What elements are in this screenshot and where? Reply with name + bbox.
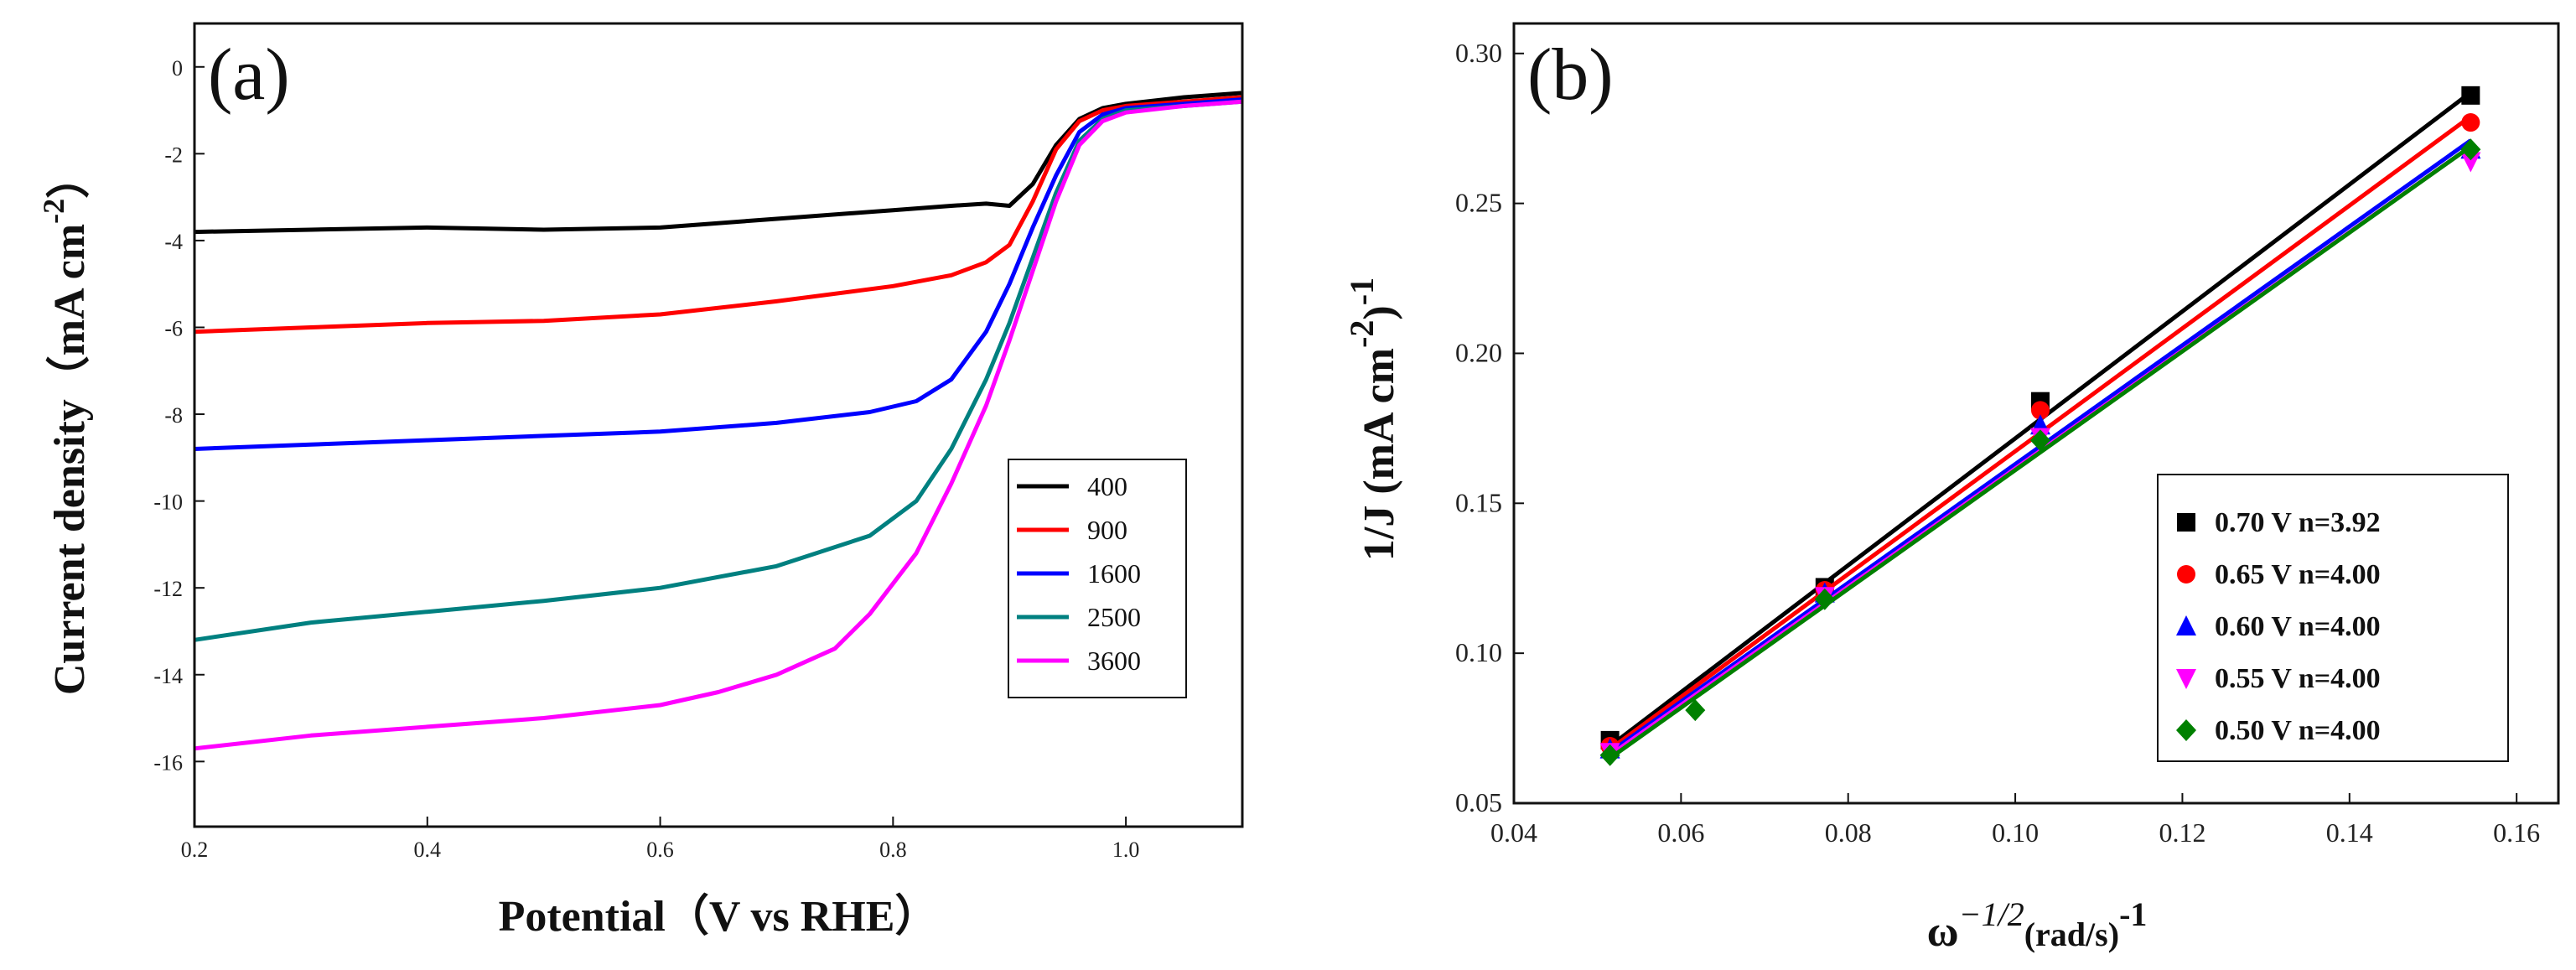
panel-b-x-tick-label: 0.04 [1490, 817, 1537, 848]
panel-a-legend-label-2500: 2500 [1087, 602, 1141, 632]
panel-b-legend-label-0-65-v-n-4-00: 0.65 V n=4.00 [2215, 559, 2381, 590]
panel-a-series-line-400 [194, 91, 1243, 235]
panel-a-legend-label-1600: 1600 [1087, 558, 1141, 589]
panel-a-legend-label-3600: 3600 [1087, 646, 1141, 676]
panel-b-frame [1512, 22, 2560, 805]
panel-b-x-tick-label: 0.06 [1657, 817, 1704, 848]
panel-a-x-axis-label: Potential（V vs RHE） [499, 892, 939, 941]
panel-a-x-tick-label: 0.6 [646, 838, 674, 862]
panel-a-legend: 400 900 1600 2500 3600 [1008, 459, 1187, 698]
panel-b-legend-box [2157, 474, 2509, 762]
panel-b-legend-label-0-60-v-n-4-00: 0.60 V n=4.00 [2215, 611, 2381, 642]
panel-a-series-line-3600 [194, 99, 1243, 751]
panel-b-y-axis-label: 1/J (mA cm-2)-1 [1343, 278, 1403, 561]
panel-b-legend: 0.70 V n=3.92 0.65 V n=4.00 0.60 V n=4.00 0… [2157, 474, 2509, 762]
panel-b-point-0-55-v-n-4-00 [2460, 152, 2481, 173]
panel-a-plot-area [194, 91, 1243, 751]
panel-b-legend-label-0-55-v-n-4-00: 0.55 V n=4.00 [2215, 663, 2381, 694]
panel-b-x-label-unit: (rad/s) [2024, 916, 2119, 953]
panel-a-legend-label-400: 400 [1087, 471, 1127, 501]
panel-b-y-label-main: 1/J (mA cm [1355, 348, 1403, 561]
panel-a-y-tick-label: -6 [164, 316, 183, 340]
panel-b-point-0-65-v-n-4-00 [2030, 401, 2050, 420]
panel-b-point-0-50-v-n-4-00 [1814, 588, 1835, 610]
panel-b-plot-area [1599, 86, 2481, 766]
panel-a-axes: 0.2 0.4 0.6 0.8 1.0 0 -2 -4 -6 -8 -10 -12 -14 -16 [153, 56, 1139, 862]
panel-b-legend-marker-0-65-v-n-4-00 [2177, 565, 2195, 584]
panel-a-frame [193, 22, 1244, 828]
panel-b-y-tick-label: 0.25 [1455, 188, 1502, 218]
panel-a-x-tick-label: 1.0 [1112, 838, 1140, 862]
panel-b-legend-marker-0-55-v-n-4-00 [2176, 669, 2196, 689]
panel-a-y-tick-label: -8 [164, 403, 183, 428]
panel-a: 0.2 0.4 0.6 0.8 1.0 0 -2 -4 -6 -8 -10 -12 -14 -16 (a)… [37, 22, 1244, 941]
panel-b-point-0-65-v-n-4-00 [2461, 113, 2480, 132]
panel-b-y-tick-label: 0.20 [1455, 337, 1502, 367]
panel-b-x-tick-label: 0.08 [1825, 817, 1872, 848]
panel-a-y-tick-label: -12 [153, 577, 183, 601]
panel-a-label: (a) [208, 34, 290, 116]
panel-b-y-label-sup: -2 [1343, 320, 1381, 348]
panel-b-point-0-50-v-n-4-00 [1599, 744, 1620, 766]
panel-b-y-label-sup2: -1 [1343, 278, 1381, 305]
panel-a-y-axis-label: Current density（mA cm-2） [37, 155, 94, 695]
panel-b-y-tick-label: 0.30 [1455, 38, 1502, 68]
panel-a-y-tick-label: -14 [153, 664, 183, 688]
panel-b-label: (b) [1527, 34, 1614, 116]
panel-b-point-0-50-v-n-4-00 [2460, 138, 2481, 161]
panel-a-y-tick-label: -10 [153, 490, 183, 515]
panel-a-series-line-900 [194, 95, 1243, 335]
panel-a-x-tick-label: 0.2 [181, 838, 209, 862]
panel-b-axes: 0.04 0.06 0.08 0.10 0.12 0.14 0.16 0.05 0.10 0.15… [1455, 38, 2540, 848]
panel-b-y-label-close: ) [1355, 305, 1403, 319]
panel-b-x-label-sup: −1/2 [1959, 895, 2024, 933]
panel-b-y-tick-label: 0.10 [1455, 637, 1502, 667]
panel-a-x-tick-label: 0.8 [879, 838, 907, 862]
panel-a-y-tick-label: -4 [164, 230, 183, 254]
panel-b-x-tick-label: 0.16 [2493, 817, 2540, 848]
panel-b-legend-marker-0-60-v-n-4-00 [2176, 615, 2196, 635]
panel-b-y-tick-label: 0.15 [1455, 487, 1502, 517]
panel-b-legend-label-0-70-v-n-3-92: 0.70 V n=3.92 [2215, 507, 2381, 538]
panel-a-x-tick-label: 0.4 [414, 838, 442, 862]
panel-a-legend-box [1008, 459, 1187, 698]
panel-b-x-tick-label: 0.14 [2326, 817, 2373, 848]
panel-b-legend-label-0-50-v-n-4-00: 0.50 V n=4.00 [2215, 715, 2381, 746]
panel-b-x-tick-label: 0.12 [2159, 817, 2205, 848]
panel-a-y-tick-label: 0 [172, 56, 183, 80]
panel-b-x-tick-label: 0.10 [1992, 817, 2039, 848]
panel-b-point-0-50-v-n-4-00 [2029, 429, 2050, 452]
panel-a-y-tick-label: -16 [153, 750, 183, 775]
panel-b-legend-marker-0-50-v-n-4-00 [2176, 719, 2196, 741]
panel-b-x-label-main: ω [1927, 908, 1959, 956]
panel-a-y-label-close: ） [45, 155, 94, 199]
panel-b-x-label-sup2: -1 [2119, 895, 2147, 933]
panel-a-y-tick-label: -2 [164, 143, 183, 167]
panel-b-fit-line-0-50-v-n-4-00 [1609, 144, 2472, 760]
panel-b-y-tick-label: 0.05 [1455, 787, 1502, 817]
panel-a-y-label-sup: -2 [37, 199, 70, 224]
panel-a-legend-label-900: 900 [1087, 515, 1127, 545]
panel-a-series-line-1600 [194, 97, 1243, 451]
panel-b-point-0-50-v-n-4-00 [1685, 699, 1706, 722]
panel-a-y-label-main: Current density（mA cm [45, 224, 94, 695]
panel-b-legend-marker-0-70-v-n-3-92 [2177, 513, 2195, 532]
panel-b: 0.04 0.06 0.08 0.10 0.12 0.14 0.16 0.05 0.10 0.15… [1343, 22, 2560, 956]
panel-b-x-axis-label: ω−1/2(rad/s)-1 [1927, 895, 2148, 956]
panel-b-point-0-70-v-n-3-92 [2461, 86, 2480, 105]
